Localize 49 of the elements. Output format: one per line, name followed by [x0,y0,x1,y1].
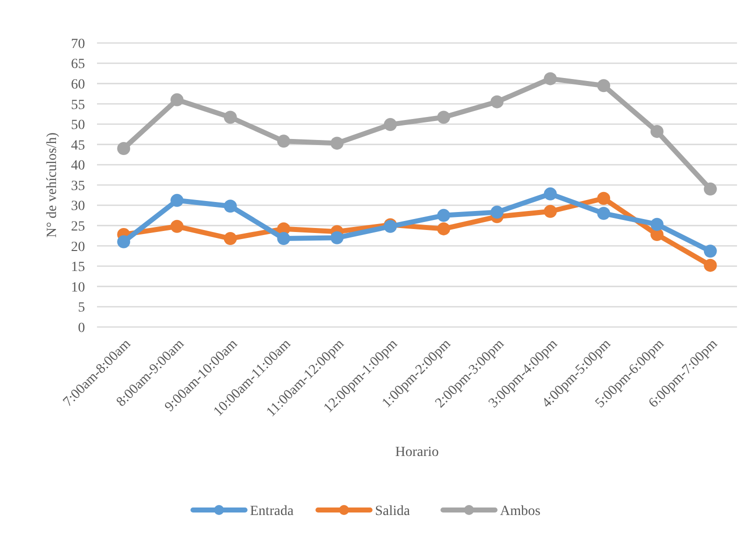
point [650,218,664,231]
y-tick-label: 40 [71,158,85,174]
point [490,206,504,219]
point [597,206,610,220]
point [597,192,610,205]
y-tick-label: 45 [71,138,85,154]
y-tick-label: 55 [71,98,85,113]
y-tick-label: 25 [71,219,85,234]
point [704,258,717,272]
point [277,232,290,246]
y-tick-label: 5 [78,300,85,316]
y-axis-title: N° de vehículos/h) [45,132,60,238]
point [277,134,290,148]
point [704,244,717,258]
point [384,118,397,132]
legend-label: Ambos [500,504,540,519]
point [117,235,130,248]
y-tick-label: 20 [71,240,85,255]
y-tick-label: 65 [71,57,85,72]
point [490,95,504,108]
point [170,93,184,106]
point [650,124,664,138]
y-tick-label: 50 [71,118,85,134]
point [597,79,610,92]
point [437,222,450,236]
point [224,232,237,246]
y-tick-label: 15 [71,260,85,276]
legend-label: Entrada [250,504,294,519]
legend-label: Salida [375,504,411,519]
y-tick-label: 0 [78,320,85,336]
point [704,182,717,196]
point [224,200,237,213]
y-tick-label: 10 [71,280,85,296]
y-tick-label: 70 [71,36,85,52]
y-tick-label: 30 [71,199,85,214]
point [224,110,237,124]
point [117,142,130,155]
y-tick-label: 35 [71,178,85,194]
point [437,110,450,124]
x-axis-title: Horario [395,445,439,460]
point [170,220,184,233]
point [544,187,557,200]
y-tick-label: 60 [71,77,85,92]
point [437,208,450,222]
point [170,194,184,207]
point [544,72,557,86]
point [330,136,344,150]
point [544,204,557,218]
point [330,231,344,244]
